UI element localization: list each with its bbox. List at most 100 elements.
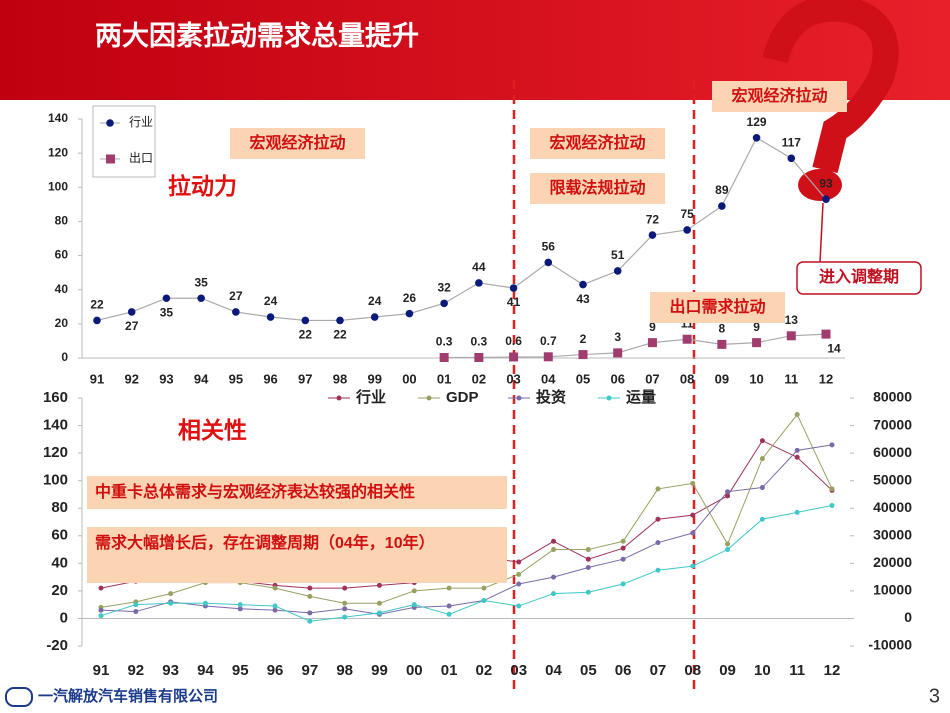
y-tick-label: 160 bbox=[43, 389, 68, 406]
data-label: 27 bbox=[125, 319, 139, 333]
y-tick-label: 20 bbox=[55, 316, 69, 330]
marker bbox=[168, 591, 174, 597]
legend-label: 运量 bbox=[626, 389, 656, 406]
marker bbox=[232, 308, 240, 316]
legend-swatch bbox=[106, 154, 115, 164]
marker bbox=[405, 309, 414, 318]
marker bbox=[342, 600, 348, 606]
marker bbox=[133, 602, 139, 608]
legend-swatch bbox=[606, 395, 612, 401]
data-label: 0.7 bbox=[540, 334, 557, 348]
x-tick-label: 05 bbox=[576, 371, 590, 386]
x-tick-label: 07 bbox=[645, 371, 659, 386]
marker bbox=[829, 502, 835, 508]
page-number: 3 bbox=[929, 685, 940, 707]
annotation-title: 拉动力 bbox=[168, 173, 237, 199]
legend-swatch bbox=[106, 119, 114, 127]
x-tick-label: 97 bbox=[302, 662, 319, 679]
marker bbox=[516, 559, 522, 565]
y-tick-label: 0 bbox=[60, 609, 68, 626]
x-tick-label: 06 bbox=[610, 371, 624, 386]
marker bbox=[585, 556, 591, 562]
marker bbox=[474, 352, 484, 362]
callout-line bbox=[819, 202, 824, 263]
logo bbox=[5, 687, 33, 707]
x-tick-label: 94 bbox=[197, 662, 214, 679]
marker bbox=[551, 547, 557, 553]
y2-tick-label: 80000 bbox=[873, 389, 912, 405]
marker bbox=[162, 294, 171, 303]
x-tick-label: 95 bbox=[229, 371, 243, 386]
data-label: 24 bbox=[368, 294, 382, 308]
callout-box bbox=[796, 261, 922, 295]
marker bbox=[585, 589, 591, 595]
marker bbox=[516, 571, 522, 577]
data-label: 89 bbox=[715, 183, 729, 197]
legend-swatch bbox=[426, 395, 432, 401]
marker bbox=[759, 485, 765, 491]
marker bbox=[620, 538, 626, 544]
annotation: 宏观经济拉动 bbox=[712, 81, 847, 112]
x-tick-label: 02 bbox=[476, 662, 493, 679]
legend-swatch bbox=[336, 395, 342, 401]
marker bbox=[509, 352, 519, 362]
series-line bbox=[96, 136, 827, 322]
marker bbox=[821, 329, 831, 339]
series-line bbox=[100, 444, 833, 615]
x-tick-label: 98 bbox=[333, 371, 347, 386]
marker bbox=[544, 258, 553, 267]
x-tick-label: 11 bbox=[784, 371, 798, 386]
x-tick-label: 05 bbox=[580, 662, 597, 679]
marker bbox=[411, 602, 417, 608]
x-tick-label: 92 bbox=[124, 371, 138, 386]
marker bbox=[446, 611, 452, 617]
marker bbox=[376, 600, 382, 606]
marker bbox=[342, 606, 348, 612]
marker bbox=[794, 447, 800, 453]
data-label: 75 bbox=[680, 207, 694, 221]
y-tick-label: 40 bbox=[51, 554, 68, 571]
marker bbox=[725, 547, 731, 553]
legend-label: 出口 bbox=[129, 151, 153, 165]
marker bbox=[307, 618, 313, 624]
x-tick-label: 12 bbox=[824, 662, 841, 679]
x-tick-label: 04 bbox=[545, 662, 562, 679]
legend-label: 投资 bbox=[536, 388, 566, 406]
y2-tick-label: 70000 bbox=[873, 416, 912, 432]
marker bbox=[585, 564, 591, 570]
marker bbox=[829, 442, 835, 448]
annotation: 出口需求拉动 bbox=[650, 292, 785, 323]
marker bbox=[509, 284, 518, 292]
x-tick-label: 09 bbox=[719, 662, 736, 679]
data-label: 56 bbox=[542, 240, 556, 254]
data-label: 72 bbox=[646, 212, 660, 226]
marker bbox=[307, 610, 313, 616]
data-label: 24 bbox=[264, 294, 278, 308]
marker bbox=[725, 541, 731, 547]
annotation: 中重卡总体需求与宏观经济表达较强的相关性 bbox=[87, 476, 507, 509]
x-tick-label: 91 bbox=[90, 371, 104, 386]
data-label: 35 bbox=[194, 275, 208, 289]
x-tick-label: 09 bbox=[715, 371, 729, 386]
x-tick-label: 99 bbox=[367, 371, 381, 386]
x-tick-label: 99 bbox=[371, 662, 388, 679]
company: 一汽解放汽车销售有限公司 bbox=[38, 687, 218, 705]
series-line bbox=[444, 333, 827, 359]
marker bbox=[266, 313, 275, 321]
marker bbox=[376, 582, 382, 588]
marker bbox=[342, 614, 348, 620]
annotation-title: 相关性 bbox=[178, 417, 247, 443]
marker bbox=[98, 607, 104, 613]
y-tick-label: 40 bbox=[55, 282, 69, 296]
data-label: 9 bbox=[753, 320, 760, 334]
legend-label: GDP bbox=[446, 389, 479, 406]
x-tick-label: 93 bbox=[162, 662, 179, 679]
data-label: 3 bbox=[614, 330, 621, 344]
marker bbox=[481, 598, 487, 604]
data-label: 117 bbox=[782, 135, 802, 149]
x-tick-label: 03 bbox=[510, 662, 527, 679]
x-tick-label: 96 bbox=[267, 662, 284, 679]
data-label: 9 bbox=[649, 320, 656, 334]
y2-tick-label: 50000 bbox=[873, 471, 912, 487]
